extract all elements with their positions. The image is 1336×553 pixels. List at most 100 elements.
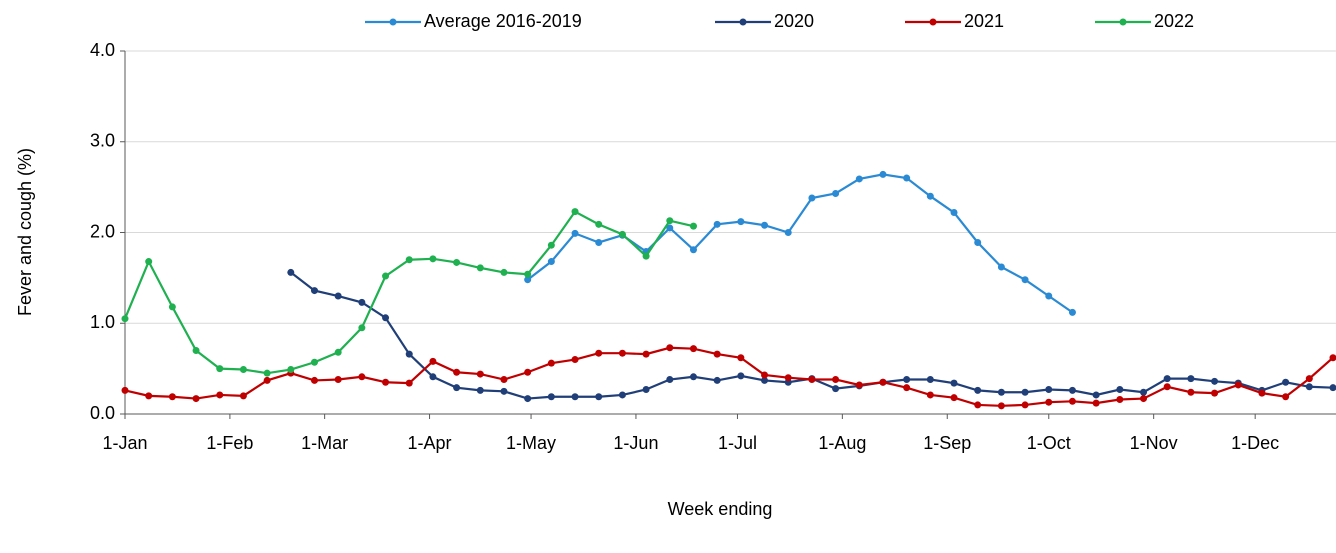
data-point xyxy=(595,221,602,228)
data-point xyxy=(643,351,650,358)
data-point xyxy=(879,379,886,386)
y-tick-label: 2.0 xyxy=(90,221,115,241)
data-point xyxy=(1045,293,1052,300)
data-point xyxy=(619,391,626,398)
data-point xyxy=(666,344,673,351)
data-point xyxy=(524,395,531,402)
data-point xyxy=(358,373,365,380)
data-point xyxy=(619,350,626,357)
data-point xyxy=(998,389,1005,396)
data-point xyxy=(548,258,555,265)
data-point xyxy=(311,377,318,384)
data-point xyxy=(453,384,460,391)
legend-marker xyxy=(740,19,747,26)
data-point xyxy=(1306,375,1313,382)
legend-label: 2022 xyxy=(1154,11,1194,31)
data-point xyxy=(548,393,555,400)
data-point xyxy=(785,374,792,381)
data-point xyxy=(974,401,981,408)
data-point xyxy=(406,351,413,358)
data-point xyxy=(998,263,1005,270)
data-point xyxy=(216,391,223,398)
x-tick-label: 1-Apr xyxy=(408,433,452,453)
data-point xyxy=(1045,399,1052,406)
data-point xyxy=(240,366,247,373)
data-point xyxy=(619,231,626,238)
data-point xyxy=(572,208,579,215)
data-point xyxy=(1093,400,1100,407)
data-point xyxy=(666,217,673,224)
data-point xyxy=(382,273,389,280)
data-point xyxy=(761,222,768,229)
data-point xyxy=(879,171,886,178)
data-point xyxy=(264,377,271,384)
data-point xyxy=(856,175,863,182)
data-point xyxy=(311,359,318,366)
legend-marker xyxy=(390,19,397,26)
data-point xyxy=(429,255,436,262)
data-point xyxy=(690,246,697,253)
x-tick-label: 1-Sep xyxy=(923,433,971,453)
y-tick-label: 3.0 xyxy=(90,131,115,151)
data-point xyxy=(1258,390,1265,397)
data-point xyxy=(122,387,129,394)
data-point xyxy=(382,314,389,321)
y-tick-label: 4.0 xyxy=(90,40,115,60)
data-point xyxy=(169,303,176,310)
data-point xyxy=(572,230,579,237)
data-point xyxy=(287,269,294,276)
data-point xyxy=(927,193,934,200)
data-point xyxy=(595,350,602,357)
data-point xyxy=(714,377,721,384)
data-point xyxy=(548,360,555,367)
data-point xyxy=(595,393,602,400)
data-point xyxy=(737,354,744,361)
data-point xyxy=(856,381,863,388)
series-line xyxy=(528,174,1073,312)
data-point xyxy=(335,293,342,300)
x-tick-label: 1-Aug xyxy=(818,433,866,453)
data-point xyxy=(335,349,342,356)
data-point xyxy=(927,376,934,383)
data-point xyxy=(1282,393,1289,400)
data-point xyxy=(1116,396,1123,403)
data-point xyxy=(690,223,697,230)
data-point xyxy=(1282,379,1289,386)
data-point xyxy=(643,253,650,260)
data-point xyxy=(974,387,981,394)
x-tick-label: 1-Oct xyxy=(1027,433,1071,453)
data-point xyxy=(1022,276,1029,283)
data-point xyxy=(548,242,555,249)
x-tick-label: 1-May xyxy=(506,433,556,453)
data-point xyxy=(690,373,697,380)
data-point xyxy=(666,376,673,383)
data-point xyxy=(832,190,839,197)
data-point xyxy=(1235,381,1242,388)
data-point xyxy=(1022,401,1029,408)
data-point xyxy=(335,376,342,383)
data-point xyxy=(453,369,460,376)
data-point xyxy=(951,209,958,216)
data-point xyxy=(1306,383,1313,390)
data-point xyxy=(1140,395,1147,402)
data-point xyxy=(500,269,507,276)
data-point xyxy=(477,387,484,394)
data-point xyxy=(240,392,247,399)
data-point xyxy=(737,372,744,379)
data-point xyxy=(1330,384,1336,391)
data-point xyxy=(572,356,579,363)
data-point xyxy=(453,259,460,266)
data-point xyxy=(1164,375,1171,382)
data-point xyxy=(1211,378,1218,385)
data-point xyxy=(1211,390,1218,397)
data-point xyxy=(595,239,602,246)
legend-marker xyxy=(930,19,937,26)
data-point xyxy=(974,239,981,246)
data-point xyxy=(785,229,792,236)
data-point xyxy=(169,393,176,400)
data-point xyxy=(808,195,815,202)
data-point xyxy=(951,380,958,387)
x-tick-label: 1-Feb xyxy=(206,433,253,453)
data-point xyxy=(500,388,507,395)
